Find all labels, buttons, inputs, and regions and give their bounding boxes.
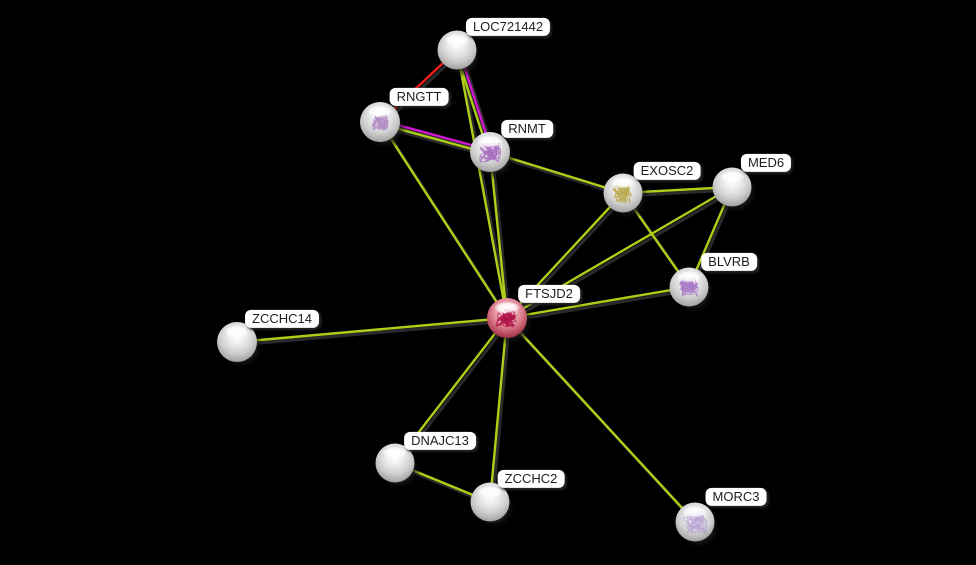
- node-MED6[interactable]: [712, 167, 752, 207]
- label-RNGTT[interactable]: RNGTT: [389, 87, 449, 107]
- structure-thumbnail: [686, 511, 708, 534]
- node-FTSJD2[interactable]: [487, 298, 527, 338]
- edge-strand-green: [506, 317, 696, 523]
- edge-BLVRB-FTSJD2: [506, 285, 690, 320]
- edge-strand-green: [455, 49, 509, 319]
- edge-FTSJD2-MORC3: [506, 317, 696, 523]
- node-ZCCHC2[interactable]: [470, 482, 510, 522]
- node-gloss-highlight: [477, 486, 503, 498]
- label-EXOSC2[interactable]: EXOSC2: [633, 161, 701, 181]
- edge-strand-green: [236, 316, 508, 344]
- label-BLVRB[interactable]: BLVRB: [701, 252, 757, 272]
- edge-strand-green: [488, 317, 509, 503]
- edge-LOC721442-FTSJD2: [455, 49, 509, 319]
- node-gloss-highlight: [682, 506, 708, 518]
- node-gloss-highlight: [610, 177, 636, 189]
- label-ZCCHC14[interactable]: ZCCHC14: [245, 309, 319, 329]
- node-gloss-highlight: [676, 271, 702, 283]
- edge-shadow-BLVRB-FTSJD2: [509, 288, 692, 323]
- node-gloss-highlight: [223, 325, 251, 338]
- label-LOC721442[interactable]: LOC721442: [465, 17, 551, 37]
- node-DNAJC13[interactable]: [375, 443, 415, 483]
- label-MORC3[interactable]: MORC3: [705, 487, 767, 507]
- edge-RNGTT-FTSJD2: [378, 121, 509, 319]
- edge-shadow-ZCCHC14-FTSJD2: [239, 319, 510, 347]
- node-gloss-highlight: [719, 171, 745, 183]
- node-gloss-highlight: [476, 135, 504, 148]
- edge-strand-green: [378, 121, 509, 319]
- label-FTSJD2[interactable]: FTSJD2: [518, 284, 580, 304]
- node-BLVRB[interactable]: [669, 267, 709, 307]
- node-RNMT[interactable]: [470, 132, 510, 172]
- edge-ZCCHC2-FTSJD2: [488, 317, 509, 503]
- label-RNMT[interactable]: RNMT: [501, 119, 553, 139]
- edge-shadow-LOC721442-FTSJD2: [457, 52, 511, 322]
- node-gloss-highlight: [444, 34, 470, 46]
- label-MED6[interactable]: MED6: [740, 153, 792, 173]
- node-layer: [217, 30, 752, 542]
- label-DNAJC13[interactable]: DNAJC13: [404, 431, 476, 451]
- edge-strand-green: [506, 285, 690, 320]
- node-ZCCHC14[interactable]: [217, 322, 257, 362]
- node-LOC721442[interactable]: [437, 30, 477, 70]
- node-gloss-highlight: [366, 105, 394, 118]
- node-MORC3[interactable]: [675, 502, 715, 542]
- node-gloss-highlight: [382, 447, 408, 459]
- edge-ZCCHC14-FTSJD2: [236, 316, 508, 344]
- edge-shadow-RNMT-FTSJD2: [490, 154, 511, 321]
- node-gloss-highlight: [493, 301, 521, 314]
- node-EXOSC2[interactable]: [603, 173, 643, 213]
- node-RNGTT[interactable]: [360, 102, 400, 142]
- edge-shadow-ZCCHC2-FTSJD2: [490, 320, 511, 505]
- label-ZCCHC2[interactable]: ZCCHC2: [497, 469, 565, 489]
